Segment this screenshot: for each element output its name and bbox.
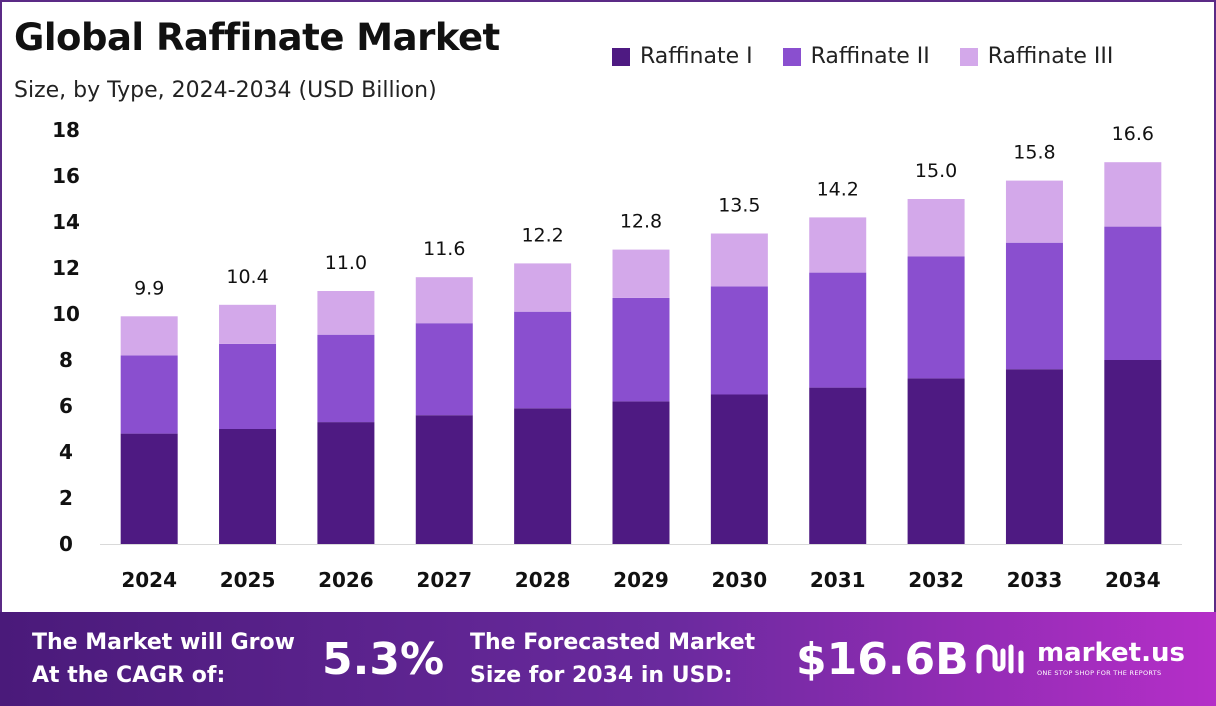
bar-segment-raffinate-i-2033	[1005, 369, 1063, 544]
forecast-value: $16.6B	[796, 634, 969, 685]
x-tick-label: 2033	[1007, 568, 1063, 592]
bar-segment-raffinate-i-2025	[219, 429, 277, 544]
bar-total-label: 11.6	[423, 238, 465, 260]
legend-item-raffinate-1: Raffinate I	[612, 44, 753, 69]
legend-label-raffinate-2: Raffinate II	[810, 44, 930, 69]
market-us-logo-icon	[976, 644, 1024, 673]
bar-segment-raffinate-iii-2028	[514, 263, 572, 312]
x-tick-label: 2031	[810, 568, 866, 592]
chart-subtitle: Size, by Type, 2024-2034 (USD Billion)	[14, 78, 437, 103]
bar-total-label: 11.0	[325, 252, 367, 274]
legend-item-raffinate-2: Raffinate II	[782, 44, 930, 69]
x-tick-label: 2028	[515, 568, 571, 592]
bar-total-label: 14.2	[817, 178, 859, 200]
bar-segment-raffinate-ii-2028	[514, 311, 572, 409]
forecast-label-line2: Size for 2034 in USD:	[470, 663, 733, 688]
bar-total-label: 9.9	[134, 277, 164, 299]
y-tick-label: 14	[52, 210, 80, 234]
y-tick-label: 18	[52, 118, 80, 142]
bar-segment-raffinate-iii-2032	[907, 199, 965, 257]
legend-swatch-raffinate-2	[782, 47, 801, 66]
y-tick-label: 4	[59, 440, 73, 464]
brand-name: market.us	[1037, 638, 1185, 668]
bar-segment-raffinate-iii-2030	[710, 233, 768, 287]
brand-tagline: ONE STOP SHOP FOR THE REPORTS	[1037, 669, 1162, 677]
x-tick-label: 2029	[613, 568, 669, 592]
bar-segment-raffinate-i-2028	[514, 408, 572, 544]
y-tick-label: 8	[59, 348, 73, 372]
bar-total-label: 10.4	[226, 266, 268, 288]
x-tick-label: 2027	[416, 568, 472, 592]
bar-segment-raffinate-ii-2026	[317, 334, 375, 423]
bar-total-label: 16.6	[1112, 123, 1154, 145]
bar-chart: 0 2 4 6 8 10 12 14 16 18 9.9 2024 10.4 2025 11.0 2026 11…	[52, 118, 1182, 592]
bar-segment-raffinate-ii-2034	[1104, 226, 1162, 360]
bar-segment-raffinate-i-2026	[317, 422, 375, 544]
bar-segment-raffinate-ii-2029	[612, 297, 670, 402]
y-tick-label: 6	[59, 394, 73, 418]
bar-segment-raffinate-iii-2027	[415, 277, 473, 324]
y-tick-label: 16	[52, 164, 80, 188]
legend-swatch-raffinate-3	[959, 47, 978, 66]
cagr-label-line1: The Market will Grow	[32, 630, 295, 655]
bar-total-label: 12.8	[620, 211, 662, 233]
bar-segment-raffinate-ii-2031	[809, 272, 867, 388]
bar-segment-raffinate-iii-2024	[120, 316, 178, 356]
bar-segment-raffinate-i-2027	[415, 415, 473, 544]
summary-banner: The Market will Grow At the CAGR of: 5.3…	[0, 612, 1216, 706]
x-tick-label: 2032	[908, 568, 964, 592]
bar-total-label: 13.5	[718, 195, 760, 217]
bar-segment-raffinate-ii-2027	[415, 323, 473, 416]
bar-segment-raffinate-iii-2031	[809, 217, 867, 273]
legend-item-raffinate-3: Raffinate III	[959, 44, 1114, 69]
bar-segment-raffinate-ii-2030	[710, 286, 768, 395]
brand-text: market.us ONE STOP SHOP FOR THE REPORTS	[1037, 640, 1185, 677]
forecast-label-line1: The Forecasted Market	[470, 630, 756, 655]
x-tick-label: 2026	[318, 568, 374, 592]
bar-segment-raffinate-i-2030	[710, 394, 768, 544]
y-tick-label: 12	[52, 256, 80, 280]
bar-segment-raffinate-iii-2033	[1005, 180, 1063, 243]
y-tick-label: 2	[59, 486, 73, 510]
bar-total-label: 15.0	[915, 160, 957, 182]
bar-segment-raffinate-iii-2034	[1104, 162, 1162, 227]
bar-segment-raffinate-iii-2025	[219, 304, 277, 344]
legend: Raffinate I Raffinate II Raffinate III	[612, 44, 1113, 69]
bar-segment-raffinate-i-2024	[120, 433, 178, 544]
x-tick-label: 2024	[121, 568, 177, 592]
bar-segment-raffinate-i-2031	[809, 387, 867, 544]
bar-segment-raffinate-iii-2029	[612, 249, 670, 298]
cagr-label-line2: At the CAGR of:	[32, 663, 226, 688]
brand-logo: market.us ONE STOP SHOP FOR THE REPORTS	[975, 640, 1185, 677]
bar-segment-raffinate-ii-2032	[907, 256, 965, 379]
chart-title: Global Raffinate Market	[14, 16, 500, 59]
x-tick-label: 2034	[1105, 568, 1161, 592]
bar-segment-raffinate-ii-2033	[1005, 242, 1063, 370]
legend-label-raffinate-3: Raffinate III	[987, 44, 1114, 69]
legend-label-raffinate-1: Raffinate I	[640, 44, 753, 69]
y-tick-label: 0	[59, 532, 73, 556]
bar-total-label: 12.2	[521, 224, 563, 246]
x-tick-label: 2025	[220, 568, 276, 592]
cagr-label: The Market will Grow At the CAGR of:	[32, 626, 295, 692]
forecast-label: The Forecasted Market Size for 2034 in U…	[470, 626, 755, 692]
bar-segment-raffinate-i-2034	[1104, 360, 1162, 544]
x-tick-label: 2030	[712, 568, 768, 592]
y-tick-label: 10	[52, 302, 80, 326]
bar-segment-raffinate-iii-2026	[317, 291, 375, 335]
bar-segment-raffinate-i-2029	[612, 401, 670, 544]
legend-swatch-raffinate-1	[612, 47, 630, 66]
bar-segment-raffinate-ii-2024	[120, 355, 178, 434]
bar-total-label: 15.8	[1013, 142, 1055, 164]
bar-segment-raffinate-i-2032	[907, 378, 965, 544]
cagr-value: 5.3%	[322, 634, 445, 685]
bar-segment-raffinate-ii-2025	[219, 343, 277, 429]
